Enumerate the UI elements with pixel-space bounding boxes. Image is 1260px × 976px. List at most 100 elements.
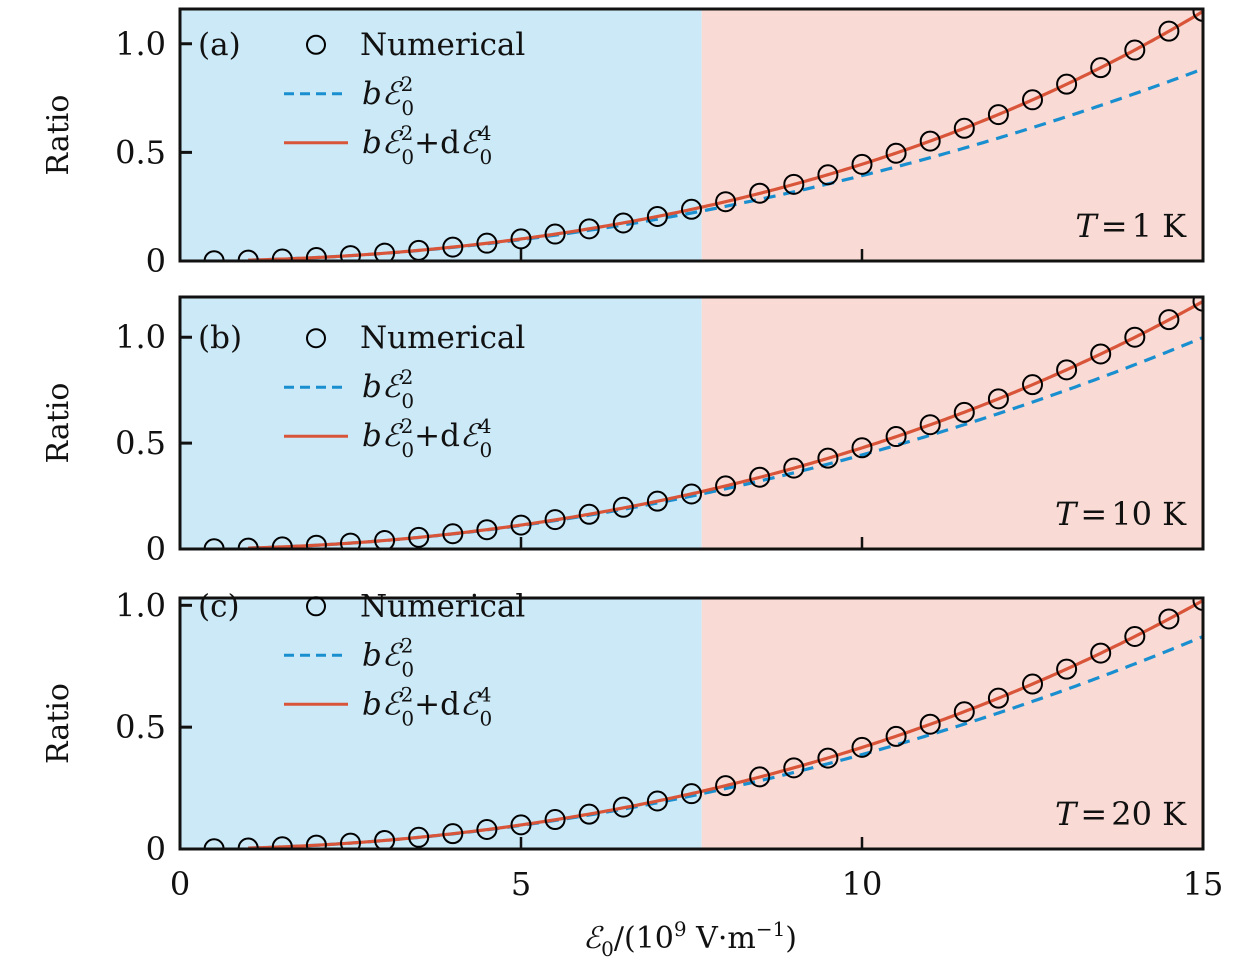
data-point-numerical — [953, 401, 975, 423]
text-part: 0 — [479, 145, 492, 169]
data-point-numerical — [612, 212, 634, 234]
legend-marker-numerical — [306, 34, 326, 55]
panel-label: (c) — [198, 588, 240, 624]
data-point-numerical — [646, 205, 668, 227]
data-point-numerical — [1192, 598, 1203, 611]
data-point-numerical — [1158, 309, 1180, 331]
text-part: /(10 — [614, 921, 674, 956]
plot-frame — [178, 7, 1205, 263]
text-part: 0 — [479, 438, 492, 462]
text-part: T — [1055, 495, 1079, 533]
data-point-numerical — [749, 466, 771, 488]
text-part: ) — [785, 921, 797, 956]
data-point-numerical — [510, 228, 532, 250]
text-part: b — [362, 637, 382, 673]
data-point-numerical — [476, 232, 498, 254]
data-point-numerical — [1090, 57, 1112, 79]
text-part: b — [362, 369, 382, 405]
data-point-numerical — [987, 388, 1009, 410]
text-part: + — [414, 418, 440, 454]
series-quadratic-line — [248, 67, 1203, 261]
y-tick-label: 0 — [146, 830, 166, 868]
text-part: 2 — [401, 365, 414, 389]
data-point-numerical — [305, 534, 327, 549]
region-high-field — [701, 297, 1203, 549]
series-quartic-line — [248, 10, 1203, 261]
data-point-numerical — [1022, 673, 1043, 695]
data-point-numerical — [817, 747, 839, 769]
data-point-numerical — [646, 790, 668, 812]
data-point-numerical — [408, 826, 430, 848]
y-tick-label: 0.5 — [115, 133, 166, 171]
data-point-numerical — [578, 503, 600, 525]
text-part: + — [414, 125, 440, 161]
text-part: 10 K — [1111, 495, 1187, 533]
legend-label-quartic: bℰ2 0+dℰ4 0 — [362, 682, 492, 730]
series-quartic-line — [248, 300, 1203, 549]
region-high-field — [701, 9, 1203, 261]
text-part: ℰ — [382, 418, 404, 454]
x-tick-label: 5 — [511, 865, 531, 903]
data-point-numerical — [715, 475, 737, 497]
data-point-numerical — [953, 701, 975, 723]
text-part: ℰ — [583, 921, 604, 956]
data-point-numerical — [544, 509, 566, 531]
data-point-numerical — [1090, 642, 1112, 664]
y-tick-label: 0 — [146, 530, 166, 568]
text-part: V·m — [687, 921, 756, 956]
text-part: 0 — [401, 706, 414, 730]
data-point-numerical — [374, 242, 396, 261]
x-tick-label: 15 — [1183, 865, 1224, 903]
text-part: b — [362, 76, 382, 112]
y-tick-label: 0 — [146, 242, 166, 280]
text-part: 1 K — [1132, 207, 1188, 245]
data-point-numerical — [476, 819, 498, 841]
data-point-numerical — [305, 834, 327, 849]
text-part: = — [1080, 495, 1107, 533]
data-point-numerical — [1056, 359, 1078, 381]
data-point-numerical — [783, 757, 805, 779]
legend-label-quartic: bℰ2 0+dℰ4 0 — [362, 414, 492, 462]
text-part: = — [1080, 795, 1107, 833]
data-point-numerical — [919, 713, 941, 735]
data-point-numerical — [919, 130, 941, 152]
x-tick-label: 0 — [170, 865, 190, 903]
y-axis-title: Ratio — [41, 383, 76, 464]
text-part: T — [1055, 795, 1079, 833]
panel-label: (a) — [198, 27, 241, 63]
data-point-numerical — [1056, 73, 1078, 95]
y-tick-label: 1.0 — [115, 25, 166, 63]
data-point-numerical — [340, 245, 361, 261]
y-axis-title: Ratio — [41, 95, 76, 176]
data-point-numerical — [1090, 343, 1112, 365]
text-part: ℰ — [460, 125, 482, 161]
text-part: ℰ — [460, 418, 482, 454]
text-part: 0 — [401, 145, 414, 169]
plot-frame — [178, 295, 1205, 551]
text-part: ℰ — [460, 686, 482, 722]
data-point-numerical — [885, 725, 907, 747]
plot-area — [203, 297, 1203, 549]
data-point-numerical — [919, 414, 941, 436]
plot-frame — [178, 596, 1205, 851]
data-point-numerical — [749, 182, 771, 204]
text-part: 2 — [401, 682, 414, 706]
data-point-numerical — [817, 164, 839, 186]
text-part: 0 — [401, 657, 414, 681]
text-part: 4 — [479, 121, 492, 145]
temperature-label: T = 10 K — [1055, 495, 1187, 533]
data-point-numerical — [271, 536, 293, 549]
data-point-numerical — [987, 687, 1009, 709]
data-point-numerical — [987, 104, 1009, 126]
text-part: d — [440, 125, 460, 161]
y-axis-title: Ratio — [41, 683, 76, 764]
series-quartic-line — [248, 599, 1203, 849]
text-part: b — [362, 418, 382, 454]
y-tick-label: 1.0 — [115, 318, 166, 356]
text-part: 2 — [401, 633, 414, 657]
